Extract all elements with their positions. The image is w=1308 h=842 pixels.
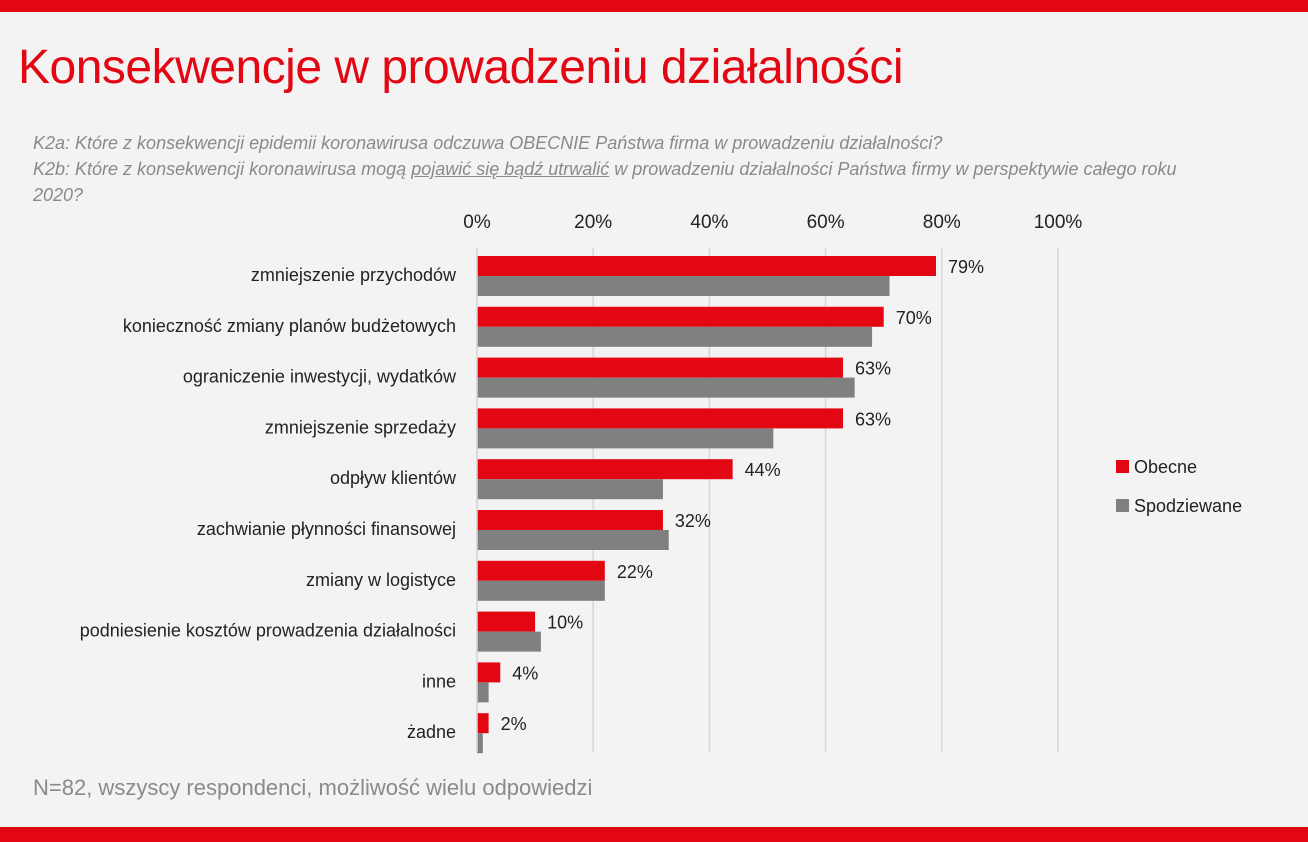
question-k2b-underlined: pojawić się bądź utrwalić [411, 159, 610, 179]
bar-obecne [477, 256, 936, 276]
data-label: 4% [512, 663, 538, 683]
category-label: konieczność zmiany planów budżetowych [123, 316, 456, 336]
x-tick-label: 20% [574, 212, 612, 233]
footnote: N=82, wszyscy respondenci, możliwość wie… [33, 775, 593, 800]
bar-spodziewane [477, 580, 605, 601]
bar-obecne [477, 408, 844, 429]
category-label: inne [422, 671, 456, 691]
question-k2b: K2b: Które z konsekwencji koronawirusa m… [33, 156, 1183, 208]
data-label: 10% [547, 613, 583, 633]
category-label: odpływ klientów [330, 468, 457, 488]
bar-obecne [477, 560, 605, 581]
bar-obecne [477, 662, 501, 683]
x-tick-label: 60% [807, 212, 845, 233]
bar-spodziewane [477, 377, 855, 398]
bar-spodziewane [477, 733, 483, 754]
x-tick-label: 0% [463, 212, 491, 233]
question-k2b-start: K2b: Które z konsekwencji koronawirusa m… [33, 159, 412, 179]
category-label: zmniejszenie sprzedaży [265, 417, 456, 437]
category-label: zachwianie płynności finansowej [197, 519, 456, 539]
question-k2a: K2a: Które z konsekwencji epidemii koron… [33, 133, 943, 153]
bar-spodziewane [477, 326, 873, 347]
legend-obecne-swatch [1116, 460, 1129, 473]
x-tick-label: 80% [923, 212, 961, 233]
data-label: 79% [948, 257, 984, 277]
category-label: żadne [407, 722, 456, 742]
data-label: 70% [896, 308, 932, 328]
category-label: ograniczenie inwestycji, wydatków [183, 367, 457, 387]
data-label: 2% [501, 714, 527, 734]
legend-obecne-label: Obecne [1134, 457, 1197, 477]
legend-spodziewane-swatch [1116, 499, 1129, 512]
data-label: 32% [675, 511, 711, 531]
x-tick-label: 40% [690, 212, 728, 233]
legend-spodziewane-label: Spodziewane [1134, 496, 1242, 516]
top-accent-bar [0, 0, 1308, 12]
bar-obecne [477, 713, 489, 734]
question-k2b-end: w prowadzeniu działalności Państwa firmy… [33, 159, 1177, 205]
category-label: podniesienie kosztów prowadzenia działal… [80, 621, 456, 641]
data-label: 22% [617, 562, 653, 582]
bar-spodziewane [477, 631, 541, 652]
category-label: zmniejszenie przychodów [251, 265, 457, 285]
data-label: 63% [855, 409, 891, 429]
bar-spodziewane [477, 276, 890, 296]
bar-obecne [477, 459, 733, 480]
bar-obecne [477, 306, 884, 327]
bar-obecne [477, 510, 663, 530]
bar-spodziewane [477, 428, 774, 449]
x-tick-label: 100% [1034, 212, 1083, 233]
bar-spodziewane [477, 682, 489, 703]
bar-obecne [477, 357, 844, 378]
bar-spodziewane [477, 479, 663, 500]
data-label: 63% [855, 359, 891, 379]
bottom-accent-bar [0, 827, 1308, 842]
page-title: Konsekwencje w prowadzeniu działalności [18, 41, 904, 94]
data-label: 44% [745, 460, 781, 480]
bar-spodziewane [477, 530, 669, 550]
category-label: zmiany w logistyce [306, 570, 456, 590]
bar-obecne [477, 611, 536, 632]
